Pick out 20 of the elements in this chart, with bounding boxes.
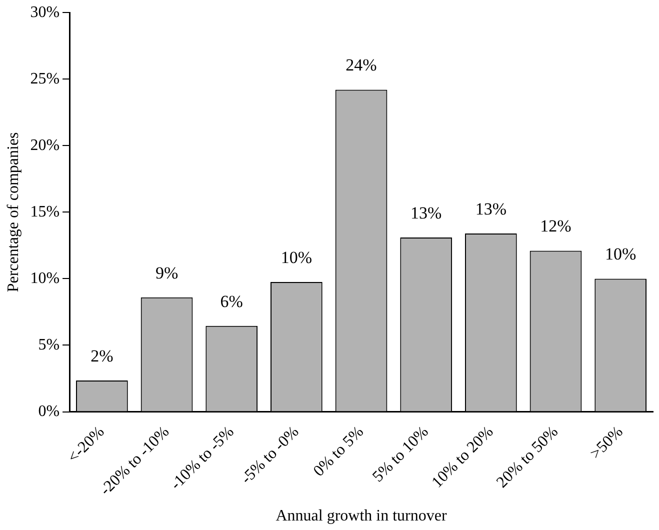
y-axis-title: Percentage of companies <box>4 132 22 292</box>
data-label: 2% <box>90 346 114 366</box>
y-tick-label: 20% <box>30 136 60 154</box>
y-tick-label: 25% <box>30 70 60 88</box>
data-label: 13% <box>410 203 442 222</box>
data-label: 24% <box>346 56 377 75</box>
y-tick-label: 10% <box>30 270 60 287</box>
y-tick-label: 15% <box>30 203 60 220</box>
data-label: 10% <box>605 244 636 264</box>
data-label: 9% <box>155 263 178 282</box>
y-tick-label: 5% <box>38 336 60 354</box>
x-axis-title: Annual growth in turnover <box>276 508 448 525</box>
data-label: 13% <box>475 199 507 218</box>
data-label: 6% <box>220 292 243 311</box>
y-tick-label: 30% <box>30 4 60 21</box>
data-label: 12% <box>540 216 572 236</box>
y-tick-label: 0% <box>38 402 60 420</box>
x-tick-label: 0% to 5% <box>310 423 368 480</box>
x-tick-label: -5% to -0% <box>238 423 302 488</box>
data-label: 10% <box>280 248 312 267</box>
